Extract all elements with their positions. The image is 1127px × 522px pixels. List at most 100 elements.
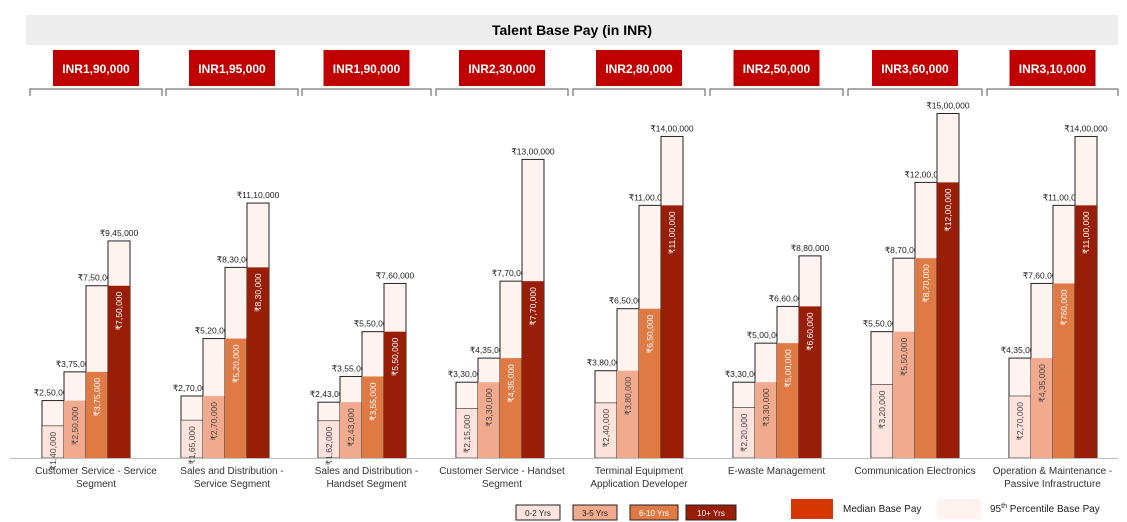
- category-label: Passive Infrastructure: [1004, 479, 1101, 490]
- median-bar: [1075, 205, 1097, 458]
- p95-value-label: ₹11,10,000: [237, 190, 280, 200]
- median-value-label: ₹3,75,000: [92, 378, 102, 417]
- p95-value-label: ₹5,20,000: [195, 326, 234, 336]
- median-bar: [340, 402, 362, 458]
- legend-swatch: [685, 504, 737, 521]
- category-badge: [1009, 50, 1096, 86]
- median-value-label: ₹4,35,000: [1037, 364, 1047, 403]
- p95-value-label: ₹4,35,000: [1001, 345, 1040, 355]
- category-badge: [189, 50, 275, 86]
- median-value-label: ₹3,55,000: [368, 382, 378, 421]
- p95-legend-swatch: [937, 499, 981, 519]
- p95-value-label: ₹13,00,000: [511, 146, 554, 156]
- median-value-label: ₹8,70,000: [921, 264, 931, 303]
- p95-value-label: ₹6,60,000: [769, 293, 808, 303]
- median-bar: [799, 306, 821, 458]
- category-badge: [459, 50, 545, 86]
- p95-value-label: ₹5,50,000: [863, 319, 902, 329]
- legend-swatch: [515, 504, 561, 521]
- category-badge-value: INR1,90,000: [62, 62, 130, 76]
- category-badge: [596, 50, 682, 86]
- p95-value-label: ₹2,70,000: [173, 383, 212, 393]
- group-bracket: [572, 88, 706, 96]
- median-bar: [1031, 358, 1053, 458]
- category-label: Handset Segment: [326, 479, 406, 490]
- legend-label: 6-10 Yrs: [639, 509, 669, 518]
- median-value-label: ₹2,50,000: [70, 406, 80, 445]
- category-badge: [872, 50, 958, 86]
- p95-value-label: ₹8,30,000: [217, 254, 256, 264]
- median-bar: [915, 258, 937, 458]
- category-label: Segment: [76, 479, 116, 490]
- median-bar: [937, 182, 959, 459]
- category-label: Sales and Distribution -: [180, 466, 283, 477]
- p95-value-label: ₹5,00,000: [747, 330, 786, 340]
- category-label: Operation & Maintenance -: [993, 466, 1113, 477]
- group-bracket: [709, 88, 844, 96]
- median-value-label: ₹8,30,000: [253, 273, 263, 312]
- median-bar: [225, 338, 247, 458]
- p95-value-label: ₹4,35,000: [470, 345, 509, 355]
- median-value-label: ₹3,30,000: [761, 388, 771, 427]
- p95-value-label: ₹3,80,000: [587, 358, 626, 368]
- median-value-label: ₹11,00,000: [1081, 211, 1091, 254]
- p95-value-label: ₹3,55,000: [332, 363, 371, 373]
- median-legend-label: Median Base Pay: [843, 504, 921, 515]
- category-label: Terminal Equipment: [595, 466, 684, 477]
- median-value-label: ₹760,000: [1059, 289, 1069, 325]
- group-bracket: [847, 88, 983, 96]
- p95-value-label: ₹12,00,000: [904, 169, 947, 179]
- legend-label: 10+ Yrs: [697, 509, 725, 518]
- median-value-label: ₹3,80,000: [623, 376, 633, 415]
- median-value-label: ₹11,00,000: [667, 211, 677, 254]
- legend-label: 3-5 Yrs: [582, 509, 608, 518]
- median-value-label: ₹6,60,000: [805, 312, 815, 351]
- median-bar: [1053, 283, 1075, 458]
- median-legend-swatch: [791, 499, 833, 519]
- median-value-label: ₹5,20,000: [231, 344, 241, 383]
- median-bar: [384, 331, 406, 458]
- median-value-label: ₹5,50,000: [390, 337, 400, 376]
- median-value-label: ₹2,70,000: [209, 402, 219, 441]
- p95-value-label: ₹6,50,000: [609, 296, 648, 306]
- p95-value-label: ₹7,60,000: [376, 270, 415, 280]
- legend-swatch: [629, 504, 679, 521]
- category-badge-value: INR3,60,000: [881, 62, 949, 76]
- p95-value-label: ₹2,50,000: [34, 388, 73, 398]
- group-bracket: [165, 88, 299, 96]
- median-bar: [247, 267, 269, 458]
- median-value-label: ₹2,43,000: [346, 408, 356, 447]
- median-value-label: ₹2,20,000: [739, 413, 749, 452]
- median-bar: [108, 285, 130, 458]
- category-label: Segment: [482, 479, 522, 490]
- category-badge-value: INR1,95,000: [198, 62, 266, 76]
- median-bar: [64, 400, 86, 458]
- group-bracket: [301, 88, 432, 96]
- median-value-label: ₹6,50,000: [645, 314, 655, 353]
- median-bar: [893, 331, 915, 458]
- p95-value-label: ₹3,30,000: [725, 369, 764, 379]
- category-badge-value: INR2,50,000: [743, 62, 811, 76]
- category-label: Sales and Distribution -: [315, 466, 418, 477]
- median-value-label: ₹2,70,000: [1015, 402, 1025, 441]
- median-bar: [203, 395, 225, 458]
- median-value-label: ₹1,40,000: [48, 432, 58, 471]
- group-bracket: [986, 88, 1119, 96]
- category-badge-value: INR2,80,000: [605, 62, 673, 76]
- median-bar: [661, 205, 683, 458]
- category-label: Service Segment: [194, 479, 270, 490]
- p95-value-label: ₹7,60,000: [1023, 270, 1062, 280]
- p95-value-label: ₹8,70,000: [885, 245, 924, 255]
- median-value-label: ₹5,50,000: [899, 337, 909, 376]
- category-label: Application Developer: [590, 479, 688, 490]
- category-label: Customer Service - Handset: [439, 466, 565, 477]
- chart-title: Talent Base Pay (in INR): [26, 15, 1118, 45]
- p95-value-label: ₹7,50,000: [78, 273, 117, 283]
- median-value-label: ₹1,65,000: [187, 426, 197, 465]
- median-value-label: ₹3,20,000: [877, 390, 887, 429]
- median-value-label: ₹4,35,000: [506, 364, 516, 403]
- p95-value-label: ₹14,00,000: [1064, 123, 1107, 133]
- median-value-label: ₹7,70,000: [528, 287, 538, 326]
- p95-value-label: ₹7,70,000: [492, 268, 531, 278]
